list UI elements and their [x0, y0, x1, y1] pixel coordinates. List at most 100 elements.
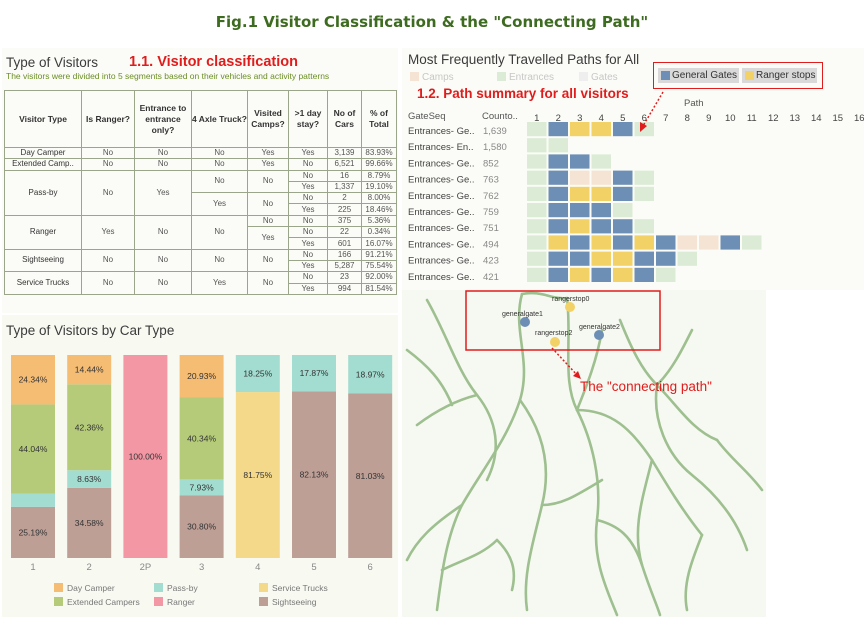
- path-cell[interactable]: [527, 122, 547, 137]
- path-cell[interactable]: [613, 251, 633, 266]
- data-label: 18.97%: [356, 369, 385, 379]
- path-cell[interactable]: [634, 251, 655, 266]
- path-cell[interactable]: [591, 186, 612, 201]
- path-cell[interactable]: [677, 235, 698, 250]
- path-cell[interactable]: [570, 122, 590, 137]
- path-cell[interactable]: [613, 186, 633, 201]
- path-cell[interactable]: [570, 219, 590, 234]
- cell: 22: [327, 226, 362, 239]
- path-cell[interactable]: [613, 203, 633, 218]
- path-cell[interactable]: [613, 122, 633, 137]
- cell: No: [247, 214, 289, 228]
- path-cell[interactable]: [613, 170, 633, 185]
- path-cell[interactable]: [699, 235, 719, 250]
- bar-segment[interactable]: [179, 397, 224, 480]
- rangerstop2-marker[interactable]: [550, 337, 560, 347]
- bar-segment[interactable]: [67, 384, 112, 471]
- path-cell[interactable]: [570, 267, 590, 282]
- path-cell[interactable]: [527, 154, 547, 169]
- path-cell[interactable]: [570, 186, 590, 201]
- path-cell[interactable]: [527, 170, 547, 185]
- bar-segment[interactable]: [11, 404, 55, 494]
- path-cell[interactable]: [591, 219, 612, 234]
- path-cell[interactable]: [527, 219, 547, 234]
- path-cell[interactable]: [720, 235, 741, 250]
- path-cell[interactable]: [548, 219, 569, 234]
- bar-segment[interactable]: [348, 393, 393, 558]
- path-cell[interactable]: [548, 267, 569, 282]
- legend-label: Extended Campers: [67, 597, 140, 607]
- path-cell[interactable]: [570, 154, 590, 169]
- path-cell[interactable]: [656, 267, 676, 282]
- header-entrance-only: Entrance to entrance only?: [134, 90, 192, 148]
- path-cell[interactable]: [613, 267, 633, 282]
- bar-segment[interactable]: [235, 355, 280, 393]
- general-gates-legend[interactable]: [658, 68, 739, 83]
- bar-segment[interactable]: [67, 354, 112, 385]
- bar-segment[interactable]: [67, 487, 112, 558]
- path-cell[interactable]: [591, 251, 612, 266]
- path-cell[interactable]: [591, 170, 612, 185]
- bar-segment[interactable]: [179, 479, 224, 496]
- path-cell[interactable]: [548, 154, 569, 169]
- bar-segment[interactable]: [67, 470, 112, 488]
- bar-segment[interactable]: [11, 493, 55, 507]
- path-cell[interactable]: [634, 235, 655, 250]
- path-cell[interactable]: [570, 203, 590, 218]
- cell: Yes: [288, 180, 328, 194]
- bar-segment[interactable]: [292, 391, 336, 558]
- generalgate1-marker[interactable]: [520, 317, 530, 327]
- bar-segment[interactable]: [348, 355, 393, 394]
- bar-segment[interactable]: [292, 355, 336, 392]
- path-cell[interactable]: [634, 122, 655, 137]
- path-cell[interactable]: [527, 267, 547, 282]
- path-cell[interactable]: [591, 235, 612, 250]
- path-cell[interactable]: [527, 186, 547, 201]
- path-cell[interactable]: [634, 170, 655, 185]
- path-cell[interactable]: [634, 267, 655, 282]
- path-cell[interactable]: [527, 203, 547, 218]
- path-cell[interactable]: [591, 122, 612, 137]
- path-cell[interactable]: [613, 219, 633, 234]
- path-cell[interactable]: [527, 138, 547, 153]
- bar-segment[interactable]: [235, 392, 280, 558]
- path-cell[interactable]: [591, 267, 612, 282]
- ranger-stops-legend[interactable]: [742, 68, 817, 83]
- cell: Yes: [134, 169, 192, 216]
- generalgate2-marker[interactable]: [594, 330, 604, 340]
- path-cell[interactable]: [548, 122, 569, 137]
- path-cell[interactable]: [677, 251, 698, 266]
- x-tick-label: 2: [87, 562, 92, 573]
- bar-segment[interactable]: [179, 495, 224, 558]
- path-cell[interactable]: [548, 235, 569, 250]
- data-label: 82.13%: [300, 470, 329, 480]
- path-col-number: 8: [685, 113, 690, 124]
- path-cell[interactable]: [634, 219, 655, 234]
- rangerstop0-marker[interactable]: [565, 302, 575, 312]
- path-cell[interactable]: [548, 186, 569, 201]
- count-value: 751: [483, 223, 499, 234]
- bar-segment[interactable]: [179, 355, 224, 398]
- path-cell[interactable]: [548, 203, 569, 218]
- path-cell[interactable]: [570, 235, 590, 250]
- cell: 75.54%: [361, 259, 397, 273]
- path-cell[interactable]: [548, 251, 569, 266]
- path-cell[interactable]: [548, 170, 569, 185]
- path-cell[interactable]: [570, 251, 590, 266]
- path-cell[interactable]: [742, 235, 762, 250]
- table-row: Yes No 22 0.34%: [5, 226, 397, 250]
- bar-segment[interactable]: [123, 355, 168, 558]
- path-cell[interactable]: [634, 186, 655, 201]
- bar-segment[interactable]: [11, 506, 55, 558]
- path-cell[interactable]: [656, 251, 676, 266]
- path-cell[interactable]: [613, 235, 633, 250]
- bar-segment[interactable]: [11, 355, 55, 405]
- x-tick-label: 6: [368, 562, 373, 573]
- path-cell[interactable]: [591, 154, 612, 169]
- path-cell[interactable]: [527, 251, 547, 266]
- path-cell[interactable]: [591, 203, 612, 218]
- path-cell[interactable]: [570, 170, 590, 185]
- path-cell[interactable]: [527, 235, 547, 250]
- path-cell[interactable]: [656, 235, 676, 250]
- path-cell[interactable]: [548, 138, 569, 153]
